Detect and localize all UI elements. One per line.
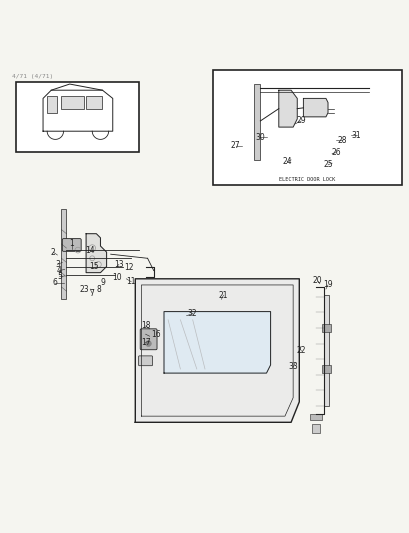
Bar: [16, 82, 139, 152]
Text: 4/71 (4/71): 4/71 (4/71): [12, 74, 54, 79]
Text: 9: 9: [100, 278, 105, 287]
FancyBboxPatch shape: [140, 329, 157, 350]
Text: 10: 10: [112, 273, 121, 282]
Bar: [309, 414, 321, 420]
Text: 11: 11: [126, 277, 136, 286]
Text: 8: 8: [96, 285, 101, 294]
Polygon shape: [278, 90, 297, 127]
Bar: [86, 96, 102, 109]
Polygon shape: [303, 99, 327, 117]
Text: 28: 28: [337, 136, 346, 145]
Bar: [61, 96, 84, 109]
Text: 15: 15: [89, 262, 99, 271]
Text: 17: 17: [140, 338, 150, 347]
Text: 7: 7: [90, 289, 94, 297]
Text: 26: 26: [330, 148, 340, 157]
Text: 19: 19: [322, 280, 332, 289]
Bar: [323, 295, 328, 406]
Text: 1: 1: [69, 239, 74, 248]
Text: 18: 18: [140, 321, 150, 330]
Text: 33: 33: [288, 362, 297, 372]
Text: 13: 13: [114, 260, 124, 269]
Text: 12: 12: [124, 263, 134, 272]
Bar: [47, 96, 57, 113]
Text: 4: 4: [57, 266, 62, 275]
Polygon shape: [86, 233, 106, 273]
Bar: [311, 424, 319, 433]
Bar: [254, 84, 260, 160]
Bar: [61, 209, 66, 300]
Text: 5: 5: [57, 272, 62, 281]
Polygon shape: [135, 279, 299, 422]
Text: 20: 20: [312, 276, 322, 285]
Bar: [321, 324, 330, 332]
Text: 14: 14: [85, 246, 95, 255]
Polygon shape: [164, 312, 270, 373]
Bar: [321, 365, 330, 373]
Circle shape: [145, 341, 151, 346]
FancyBboxPatch shape: [138, 356, 152, 366]
Bar: [213, 70, 401, 184]
Text: 16: 16: [151, 329, 160, 338]
Text: ELECTRIC DOOR LOCK: ELECTRIC DOOR LOCK: [279, 177, 335, 182]
Text: 3: 3: [55, 260, 60, 269]
FancyBboxPatch shape: [62, 239, 81, 252]
Text: 30: 30: [255, 133, 265, 142]
Text: 25: 25: [322, 160, 332, 169]
Text: 24: 24: [281, 157, 291, 166]
Text: 22: 22: [296, 346, 306, 355]
Text: 21: 21: [218, 290, 228, 300]
Text: 27: 27: [230, 141, 240, 150]
Text: 32: 32: [187, 309, 197, 318]
Text: 23: 23: [79, 285, 89, 294]
Text: 6: 6: [53, 278, 58, 287]
Text: 29: 29: [296, 116, 306, 125]
Text: 2: 2: [51, 248, 56, 257]
Text: 31: 31: [351, 131, 361, 140]
